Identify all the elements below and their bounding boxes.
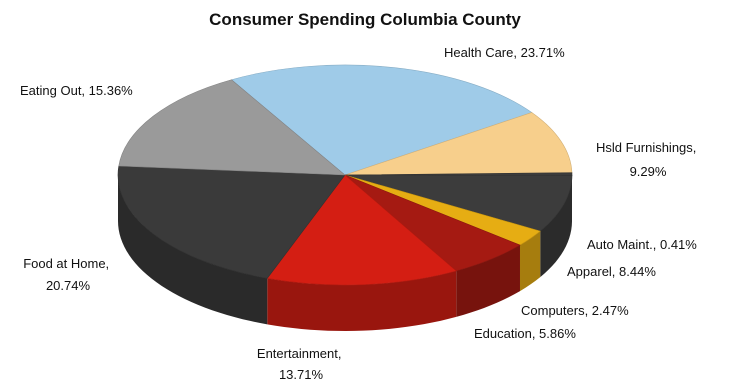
- label-entertainment: Entertainment, 13.71%: [257, 346, 345, 382]
- label-health-care: Health Care, 23.71%: [444, 45, 565, 60]
- pie-side-entertainment: [267, 270, 457, 331]
- label-auto-maint: Auto Maint., 0.41%: [587, 237, 697, 252]
- label-computers: Computers, 2.47%: [521, 303, 629, 318]
- pie-slice-eating-out: [118, 79, 346, 176]
- chart-title: Consumer Spending Columbia County: [209, 10, 521, 29]
- label-education: Education, 5.86%: [474, 326, 576, 341]
- label-hsld-furnishings: Hsld Furnishings, 9.29%: [596, 140, 700, 179]
- label-apparel: Apparel, 8.44%: [567, 264, 656, 279]
- pie-tops: [117, 64, 573, 286]
- pie-slice-entertainment: [266, 174, 457, 286]
- pie-sides: [118, 175, 572, 331]
- pie-side-computers: [519, 231, 541, 292]
- pie-side-apparel: [540, 175, 572, 278]
- label-eating-out: Eating Out, 15.36%: [20, 83, 133, 98]
- pie-slice-apparel: [344, 174, 573, 232]
- pie-side-food-at-home: [118, 175, 268, 325]
- pie-slice-hsld-furnishings: [344, 112, 573, 176]
- label-food-at-home: Food at Home, 20.74%: [23, 256, 113, 293]
- pie-side-education: [456, 245, 520, 317]
- pie-slice-health-care: [230, 64, 533, 176]
- pie-slice-food-at-home: [117, 165, 346, 279]
